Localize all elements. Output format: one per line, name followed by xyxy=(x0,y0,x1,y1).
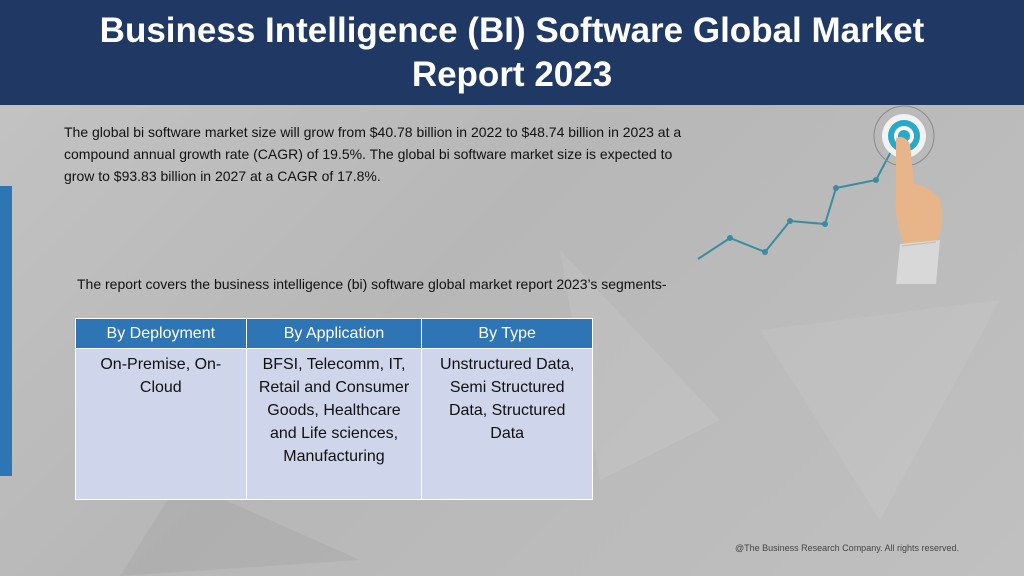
hand-icon xyxy=(895,136,943,284)
cell-application: BFSI, Telecomm, IT, Retail and Consumer … xyxy=(245,348,423,500)
segments-table: By Deployment By Application By Type On-… xyxy=(75,318,593,500)
segments-intro: The report covers the business intellige… xyxy=(77,276,667,292)
column-header-type: By Type xyxy=(421,318,593,349)
copyright-footer: @The Business Research Company. All righ… xyxy=(735,543,960,553)
cell-deployment: On-Premise, On-Cloud xyxy=(75,348,247,500)
market-summary-text: The global bi software market size will … xyxy=(64,124,682,184)
page-title: Business Intelligence (BI) Software Glob… xyxy=(99,10,925,94)
table-header-row: By Deployment By Application By Type xyxy=(75,318,593,349)
title-banner: Business Intelligence (BI) Software Glob… xyxy=(0,0,1024,105)
growth-line xyxy=(697,143,896,260)
table-row: On-Premise, On-Cloud BFSI, Telecomm, IT,… xyxy=(75,348,593,500)
cell-type: Unstructured Data, Semi Structured Data,… xyxy=(421,348,593,500)
target-hand-growth-icon xyxy=(697,105,943,284)
column-header-application: By Application xyxy=(245,318,423,349)
accent-bar xyxy=(0,186,12,476)
growth-points xyxy=(727,177,879,255)
column-header-deployment: By Deployment xyxy=(75,318,247,349)
